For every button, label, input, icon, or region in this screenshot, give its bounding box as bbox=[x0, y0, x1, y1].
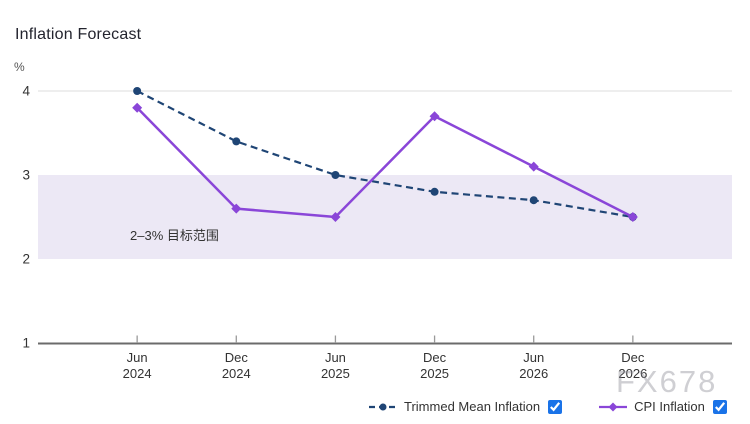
legend-item-trimmed-mean-inflation[interactable]: Trimmed Mean Inflation bbox=[368, 399, 563, 414]
svg-text:2026: 2026 bbox=[519, 366, 548, 381]
svg-text:Jun: Jun bbox=[325, 350, 346, 365]
svg-text:Dec: Dec bbox=[621, 350, 645, 365]
y-axis-unit-label: % bbox=[14, 60, 25, 74]
svg-text:2025: 2025 bbox=[420, 366, 449, 381]
trimmed-mean-checkbox[interactable] bbox=[548, 399, 563, 414]
legend-label-trimmed-mean: Trimmed Mean Inflation bbox=[404, 399, 541, 414]
svg-text:2026: 2026 bbox=[618, 366, 647, 381]
legend-item-cpi-inflation[interactable]: CPI Inflation bbox=[598, 399, 727, 414]
legend-label-cpi: CPI Inflation bbox=[634, 399, 705, 414]
svg-text:Dec: Dec bbox=[225, 350, 249, 365]
legend: Trimmed Mean Inflation CPI Inflation bbox=[368, 399, 727, 414]
svg-text:2024: 2024 bbox=[222, 366, 251, 381]
svg-text:2024: 2024 bbox=[123, 366, 152, 381]
svg-text:3: 3 bbox=[22, 168, 30, 183]
svg-text:2–3% 目标范围: 2–3% 目标范围 bbox=[130, 228, 219, 243]
svg-text:Jun: Jun bbox=[127, 350, 148, 365]
svg-text:4: 4 bbox=[22, 84, 30, 99]
svg-text:Dec: Dec bbox=[423, 350, 447, 365]
svg-text:2: 2 bbox=[22, 252, 30, 267]
chart-title: Inflation Forecast bbox=[15, 26, 142, 43]
svg-text:1: 1 bbox=[22, 336, 30, 351]
cpi-solid-line-marker-icon bbox=[599, 402, 628, 411]
trimmed-mean-dashed-line-marker-icon bbox=[369, 403, 397, 410]
svg-text:Jun: Jun bbox=[523, 350, 544, 365]
cpi-checkbox[interactable] bbox=[712, 399, 727, 414]
svg-text:2025: 2025 bbox=[321, 366, 350, 381]
